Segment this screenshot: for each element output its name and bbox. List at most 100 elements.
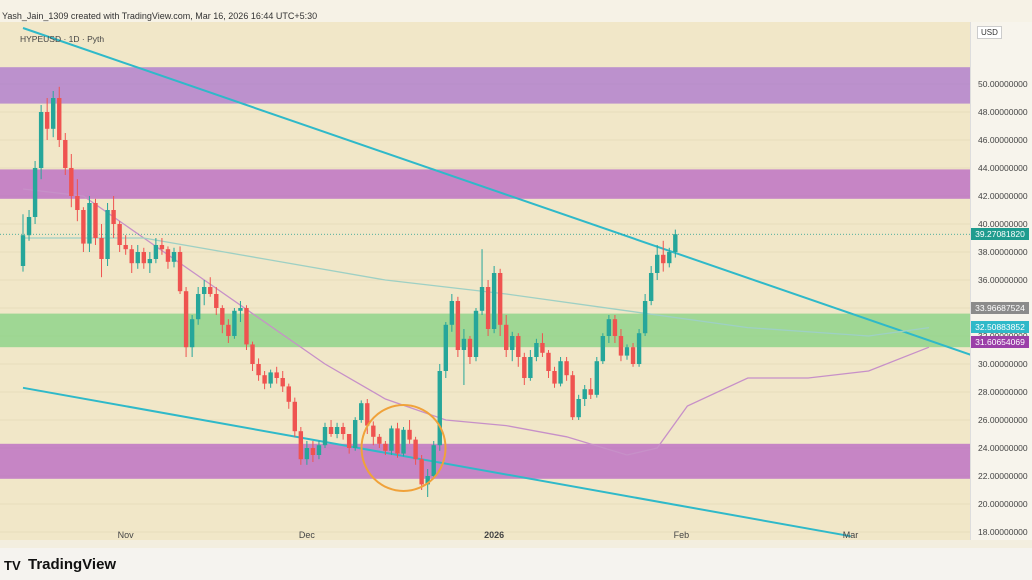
candle-body (528, 357, 533, 378)
candle-body (256, 364, 261, 376)
candle-body (455, 301, 461, 350)
x-tick-label: Dec (298, 530, 315, 540)
candle-body (473, 310, 479, 357)
candle-body (26, 217, 32, 236)
candle-body (87, 203, 92, 244)
support-zone (0, 443, 970, 479)
candle-body (57, 98, 62, 140)
candle-body (425, 476, 430, 485)
candle-body (226, 324, 231, 336)
y-tick-label: 32.00000000 (978, 331, 1028, 341)
candle-body (648, 273, 654, 301)
candle-body (69, 168, 74, 196)
brand-name: TradingView (28, 556, 117, 573)
candle-body (159, 245, 165, 250)
candle-body (377, 436, 382, 444)
y-tick-label: 50.00000000 (978, 79, 1028, 89)
candle-body (655, 254, 660, 273)
candle-body (534, 343, 539, 357)
candle-body (516, 336, 521, 357)
price-tag: 31.60654069 (971, 336, 1029, 349)
candle-body (413, 439, 418, 460)
candle-body (304, 448, 310, 460)
candle-body (437, 371, 442, 446)
candle-body (401, 429, 406, 454)
y-tick-label: 30.00000000 (978, 359, 1028, 369)
candle-body (310, 448, 316, 455)
x-tick-label: Mar (842, 530, 859, 540)
y-tick-label: 38.00000000 (978, 247, 1028, 257)
candle-body (280, 378, 285, 387)
candle-body (153, 245, 159, 259)
y-tick-label: 28.00000000 (978, 387, 1028, 397)
candle-body (334, 427, 340, 434)
candle-body (322, 427, 328, 446)
candle-body (353, 420, 358, 448)
candle-body (540, 343, 545, 353)
candle-body (636, 333, 642, 364)
price-tag: 32.50883852 (971, 320, 1029, 333)
candle-body (588, 389, 593, 395)
candle-body (461, 338, 467, 350)
candle-body (491, 273, 497, 329)
candle-body (467, 338, 473, 357)
candle-body (340, 427, 346, 434)
y-tick-label: 36.00000000 (978, 275, 1028, 285)
tradingview-logo-icon: TV (4, 558, 21, 573)
candle-body (594, 361, 599, 395)
candle-body (147, 259, 153, 264)
candle-body (44, 112, 50, 129)
candle-body (673, 234, 678, 252)
candle-body (365, 403, 370, 426)
highlight-circle (360, 404, 447, 492)
candle-body (407, 429, 412, 440)
candle-body (449, 301, 455, 325)
candle-body (123, 245, 128, 250)
candle-body (220, 308, 225, 325)
candle-body (286, 386, 291, 402)
y-tick-label: 18.00000000 (978, 527, 1028, 537)
y-tick-label: 42.00000000 (978, 191, 1028, 201)
header-bar: Yash_Jain_1309 created with TradingView.… (0, 0, 1032, 22)
candle-body (371, 425, 376, 437)
y-tick-label: 22.00000000 (978, 471, 1028, 481)
candle-body (624, 347, 630, 356)
candle-body (117, 224, 122, 245)
price-tag: 33.96687524 (971, 302, 1029, 315)
trendline (22, 386, 851, 538)
candle-body (510, 336, 515, 350)
candle-body (177, 252, 183, 292)
candle-body (443, 324, 448, 371)
candle-body (208, 287, 213, 294)
candle-body (262, 375, 267, 384)
candle-body (316, 445, 322, 455)
candle-body (346, 434, 352, 448)
candle-body (552, 371, 557, 384)
candle-body (570, 375, 575, 418)
candle-body (618, 336, 624, 356)
candle-body (141, 252, 146, 264)
candle-body (75, 196, 80, 210)
candle-body (189, 319, 195, 348)
candle-body (630, 347, 636, 364)
candle-body (171, 252, 177, 262)
support-zone (0, 313, 970, 348)
candle-body (38, 112, 44, 168)
candle-body (522, 357, 527, 378)
currency-label[interactable]: USD (977, 26, 1002, 39)
candle-body (606, 319, 612, 336)
candle-body (389, 428, 394, 451)
y-tick-label: 46.00000000 (978, 135, 1028, 145)
candle-body (250, 344, 255, 364)
candle-body (274, 372, 279, 378)
candle-body (661, 254, 666, 264)
y-tick-label: 40.00000000 (978, 219, 1028, 229)
candle-body (395, 428, 400, 454)
candle-body (582, 389, 587, 399)
candle-body (546, 352, 551, 371)
candle-body (135, 252, 140, 264)
candle-body (238, 308, 243, 311)
price-axis[interactable]: USD 18.00000000 20.00000000 22.00000000 24.… (970, 22, 1032, 540)
